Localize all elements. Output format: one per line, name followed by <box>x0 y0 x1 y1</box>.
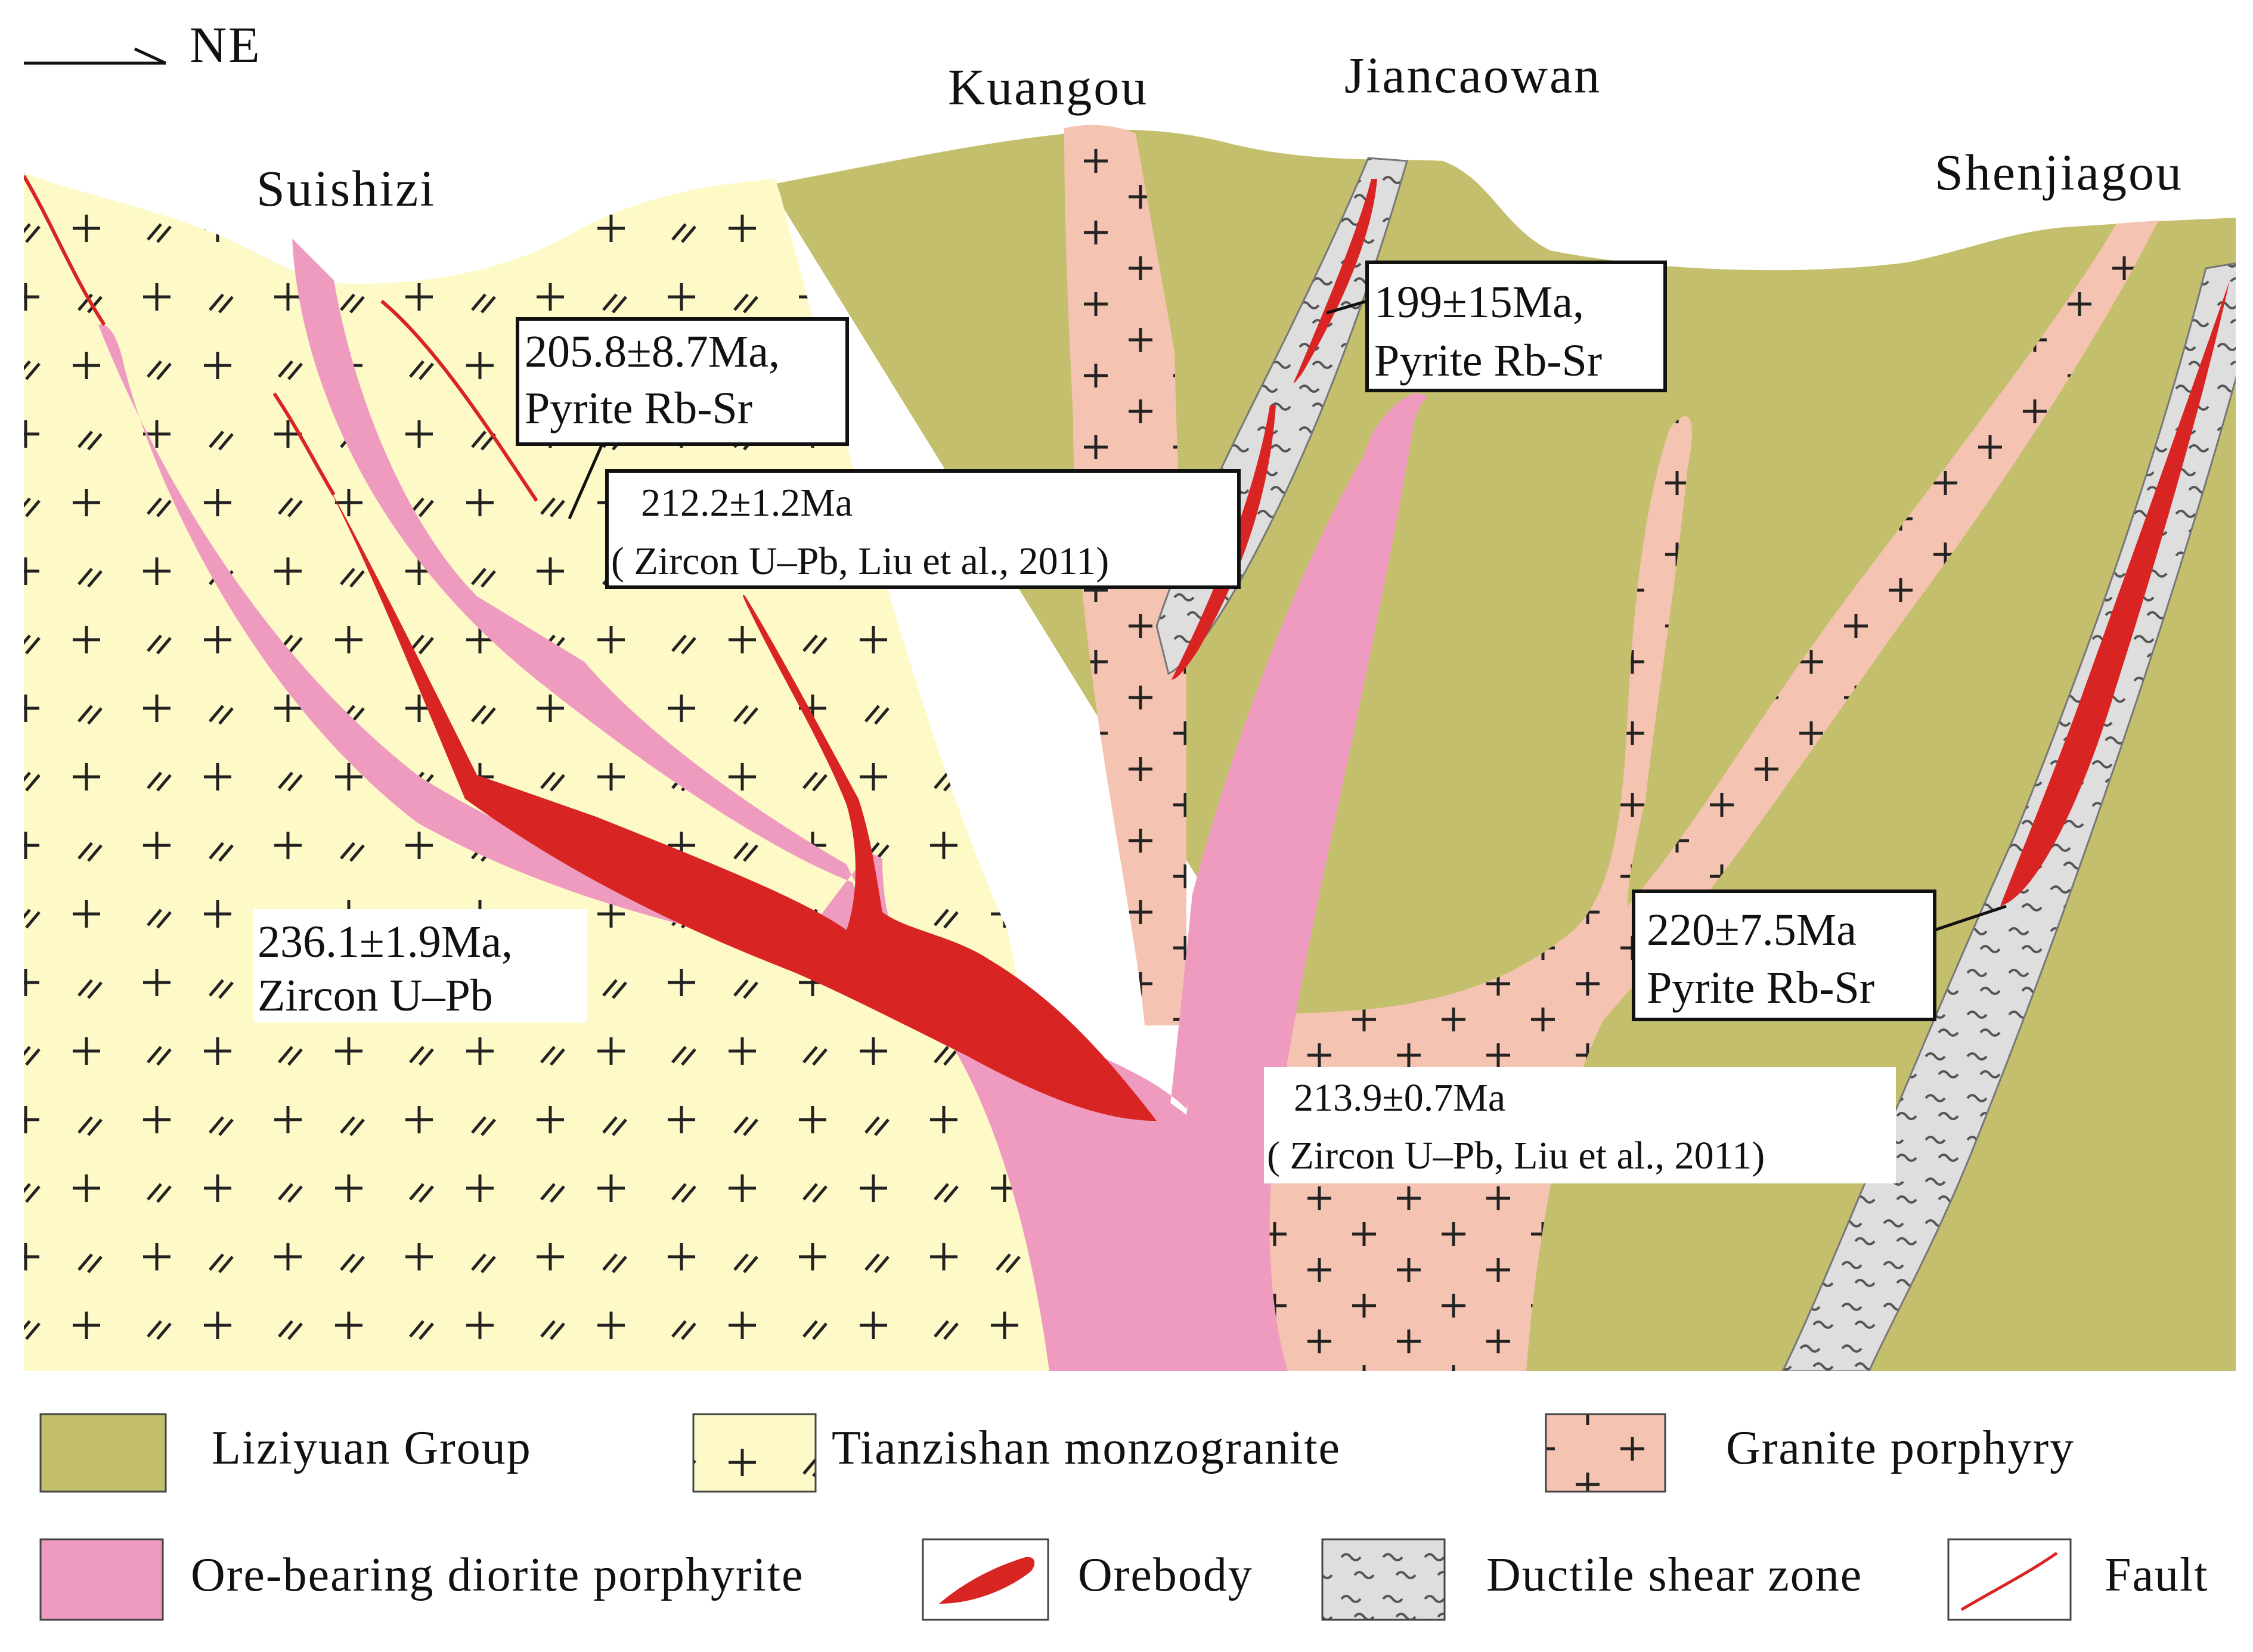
svg-text:( Zircon U–Pb, Liu et al., 201: ( Zircon U–Pb, Liu et al., 2011) <box>611 540 1109 583</box>
legend-granite-porphyry-label: Granite porphyry <box>1726 1422 2075 1474</box>
age-label-212: 212.2±1.2Ma ( Zircon U–Pb, Liu et al., 2… <box>605 469 1241 589</box>
fault-central <box>380 299 538 502</box>
diorite-swatch <box>39 1538 164 1621</box>
granite-porphyry-unit <box>1064 125 2158 1371</box>
liziyuan-swatch <box>39 1413 167 1493</box>
age-label-236: 236.1±1.9Ma, Zircon U–Pb <box>253 909 587 1022</box>
place-suishizi: Suishizi <box>256 160 436 217</box>
legend-orebody-label: Orebody <box>1078 1549 1253 1601</box>
orebody-jiancaowan-upper <box>1293 179 1377 383</box>
age-label-220: 220±7.5Ma Pyrite Rb-Sr <box>1632 889 2007 1021</box>
section-body <box>24 125 2236 1371</box>
svg-text:236.1±1.9Ma,: 236.1±1.9Ma, <box>258 917 513 967</box>
legend-monzogranite-label: Tianzishan monzogranite <box>832 1422 1341 1474</box>
shear-zone-swatch <box>1321 1538 1446 1621</box>
granite-porphyry-swatch <box>1545 1413 1666 1493</box>
place-kuangou: Kuangou <box>948 58 1148 116</box>
direction-label: NE <box>190 16 262 73</box>
legend: Liziyuan Group Tianzishan monzogranite G… <box>39 1413 2208 1621</box>
shear-zone-shenjiagou <box>1781 262 2236 1371</box>
age-label-199: 199±15Ma, Pyrite Rb-Sr <box>1326 261 1667 392</box>
orebody-jiancaowan-lower <box>1172 405 1276 680</box>
orebody-main <box>328 486 1157 1121</box>
age-label-214: 213.9±0.7Ma ( Zircon U–Pb, Liu et al., 2… <box>1264 1067 1896 1183</box>
svg-text:( Zircon U–Pb, Liu et al., 201: ( Zircon U–Pb, Liu et al., 2011) <box>1267 1134 1765 1177</box>
fault-inner <box>272 392 336 496</box>
diorite-porphyrite-body <box>930 393 1419 1371</box>
svg-text:Pyrite Rb-Sr: Pyrite Rb-Sr <box>525 383 752 433</box>
svg-text:Zircon U–Pb: Zircon U–Pb <box>258 971 493 1021</box>
svg-text:213.9±0.7Ma: 213.9±0.7Ma <box>1294 1076 1505 1120</box>
legend-shear-zone-label: Ductile shear zone <box>1486 1549 1862 1601</box>
legend-fault-label: Fault <box>2105 1549 2208 1601</box>
place-shenjiagou: Shenjiagou <box>1935 144 2183 201</box>
svg-text:Pyrite Rb-Sr: Pyrite Rb-Sr <box>1647 963 1874 1013</box>
orebody-swatch <box>939 1557 1035 1604</box>
direction-arrow <box>24 47 167 65</box>
monzogranite-swatch <box>692 1413 817 1493</box>
svg-text:Pyrite Rb-Sr: Pyrite Rb-Sr <box>1374 336 1602 386</box>
fault-west <box>24 175 106 326</box>
fault-swatch <box>1960 1551 2058 1611</box>
svg-text:199±15Ma,: 199±15Ma, <box>1374 277 1584 327</box>
svg-text:205.8±8.7Ma,: 205.8±8.7Ma, <box>525 327 780 377</box>
legend-diorite-label: Ore-bearing diorite porphyrite <box>191 1549 804 1601</box>
svg-text:212.2±1.2Ma: 212.2±1.2Ma <box>641 481 853 525</box>
svg-text:220±7.5Ma: 220±7.5Ma <box>1647 905 1857 955</box>
age-label-205: 205.8±8.7Ma, Pyrite Rb-Sr <box>516 317 849 520</box>
legend-liziyuan-label: Liziyuan Group <box>212 1422 532 1474</box>
place-jiancaowan: Jiancaowan <box>1344 47 1601 104</box>
